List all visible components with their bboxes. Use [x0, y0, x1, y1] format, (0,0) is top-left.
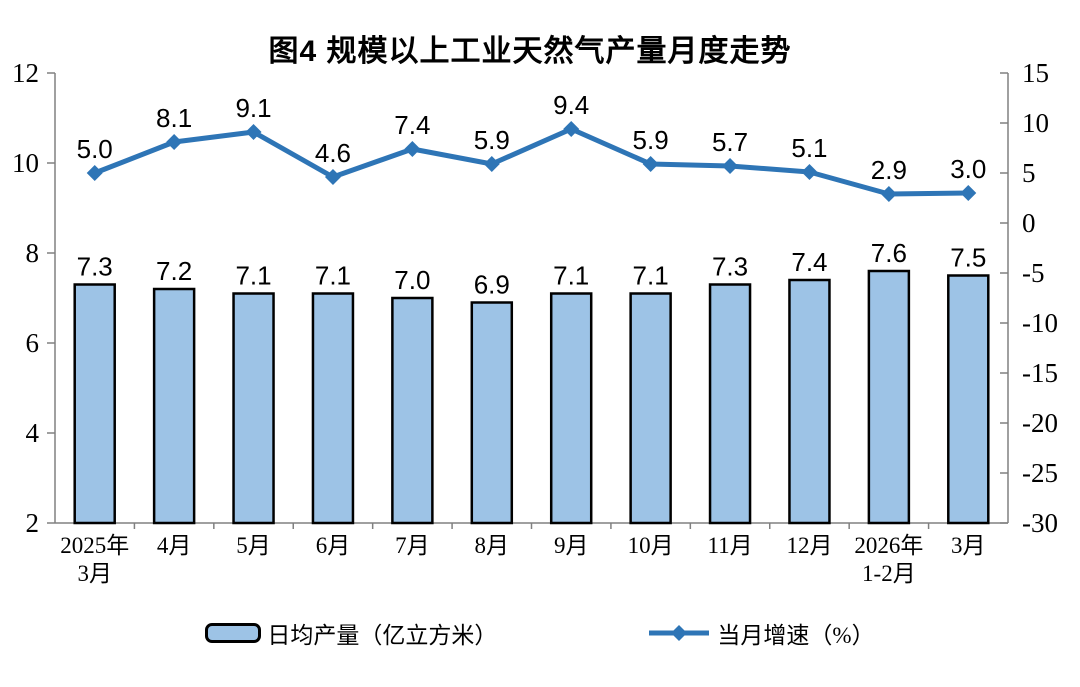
svg-text:7.4: 7.4	[394, 110, 430, 140]
svg-text:6: 6	[26, 328, 40, 358]
chart-title: 图4 规模以上工业天然气产量月度走势	[268, 35, 792, 68]
legend-item-daily-output: 日均产量（亿立方米）	[205, 616, 497, 650]
diamond-marker-icon	[722, 158, 739, 174]
svg-text:-15: -15	[1022, 358, 1058, 388]
diamond-marker-icon	[166, 134, 183, 150]
diamond-marker-icon	[483, 156, 500, 172]
svg-text:12月: 12月	[786, 533, 832, 558]
diamond-marker-icon	[245, 124, 262, 140]
svg-text:4月: 4月	[157, 533, 192, 558]
diamond-marker-icon	[801, 164, 818, 180]
right-axis-labels: 15 10 5 0 -5 -10 -15 -20 -25 -30	[1022, 58, 1058, 538]
svg-text:7.1: 7.1	[633, 261, 669, 291]
svg-text:9月: 9月	[554, 533, 589, 558]
svg-text:9.1: 9.1	[235, 93, 271, 123]
svg-text:2: 2	[26, 508, 40, 538]
svg-text:8: 8	[26, 238, 40, 268]
svg-text:-20: -20	[1022, 408, 1058, 438]
svg-text:5.9: 5.9	[633, 125, 669, 155]
svg-text:2.9: 2.9	[871, 155, 907, 185]
chart-legend: 日均产量（亿立方米） 当月增速（%）	[0, 612, 1080, 654]
svg-text:7.2: 7.2	[156, 256, 192, 286]
svg-text:12: 12	[12, 58, 39, 88]
diamond-marker-icon	[960, 185, 977, 201]
legend-label-daily-output: 日均产量（亿立方米）	[267, 623, 498, 648]
svg-text:4: 4	[26, 418, 40, 448]
svg-text:-10: -10	[1022, 308, 1058, 338]
svg-text:5月: 5月	[236, 533, 271, 558]
svg-text:10月: 10月	[628, 533, 674, 558]
svg-text:8月: 8月	[475, 533, 510, 558]
svg-text:6.9: 6.9	[474, 270, 510, 300]
svg-text:5.9: 5.9	[474, 125, 510, 155]
svg-text:3.0: 3.0	[950, 154, 986, 184]
line-series	[86, 121, 977, 202]
svg-text:10: 10	[1022, 108, 1049, 138]
svg-text:7月: 7月	[395, 533, 430, 558]
svg-text:0: 0	[1022, 208, 1036, 238]
svg-text:7.4: 7.4	[791, 247, 827, 277]
bar-series-swatch-icon	[205, 623, 262, 643]
diamond-marker-icon	[642, 156, 659, 172]
diamond-marker-icon	[404, 141, 421, 157]
svg-text:6月: 6月	[316, 533, 351, 558]
legend-label-growth-rate: 当月增速（%）	[717, 623, 875, 648]
svg-text:-30: -30	[1022, 508, 1058, 538]
svg-text:5: 5	[1022, 158, 1036, 188]
svg-text:5.7: 5.7	[712, 127, 748, 157]
axis-lines	[47, 72, 1009, 529]
left-axis-labels: 2 4 6 8 10 12	[12, 58, 40, 538]
svg-text:7.1: 7.1	[553, 261, 589, 291]
bar-data-labels: 7.3 7.2 7.1 7.1 7.0 6.9 7.1 7.1 7.3 7.4 7.6 7.5	[77, 238, 987, 300]
line-series-swatch-icon	[649, 625, 710, 641]
bar-series	[73, 269, 990, 525]
diamond-marker-icon	[563, 121, 580, 137]
svg-text:5.1: 5.1	[791, 133, 827, 163]
svg-text:7.0: 7.0	[394, 265, 430, 295]
svg-text:4.6: 4.6	[315, 138, 351, 168]
x-axis-labels: 2025年 3月 4月 5月 6月 7月 8月 9月 10月 11月 12月 2026年 1-2月 3月	[60, 533, 985, 586]
svg-text:7.5: 7.5	[950, 243, 986, 273]
diamond-marker-icon	[86, 165, 103, 181]
svg-text:3月: 3月	[951, 533, 986, 558]
diamond-marker-icon	[324, 169, 341, 185]
diamond-marker-icon	[880, 186, 897, 202]
svg-text:7.3: 7.3	[77, 252, 113, 282]
svg-text:9.4: 9.4	[553, 90, 589, 120]
svg-text:11月: 11月	[707, 533, 752, 558]
svg-text:10: 10	[12, 148, 39, 178]
svg-text:7.1: 7.1	[235, 261, 271, 291]
svg-text:8.1: 8.1	[156, 103, 192, 133]
svg-text:-5: -5	[1022, 258, 1045, 288]
svg-text:15: 15	[1022, 58, 1049, 88]
legend-item-growth-rate: 当月增速（%）	[647, 616, 875, 650]
svg-text:7.3: 7.3	[712, 252, 748, 282]
svg-text:-25: -25	[1022, 458, 1058, 488]
svg-text:7.1: 7.1	[315, 261, 351, 291]
svg-text:7.6: 7.6	[871, 238, 907, 268]
svg-text:5.0: 5.0	[77, 134, 113, 164]
line-data-labels: 5.0 8.1 9.1 4.6 7.4 5.9 9.4 5.9 5.7 5.1 2.9 3.0	[77, 90, 987, 185]
